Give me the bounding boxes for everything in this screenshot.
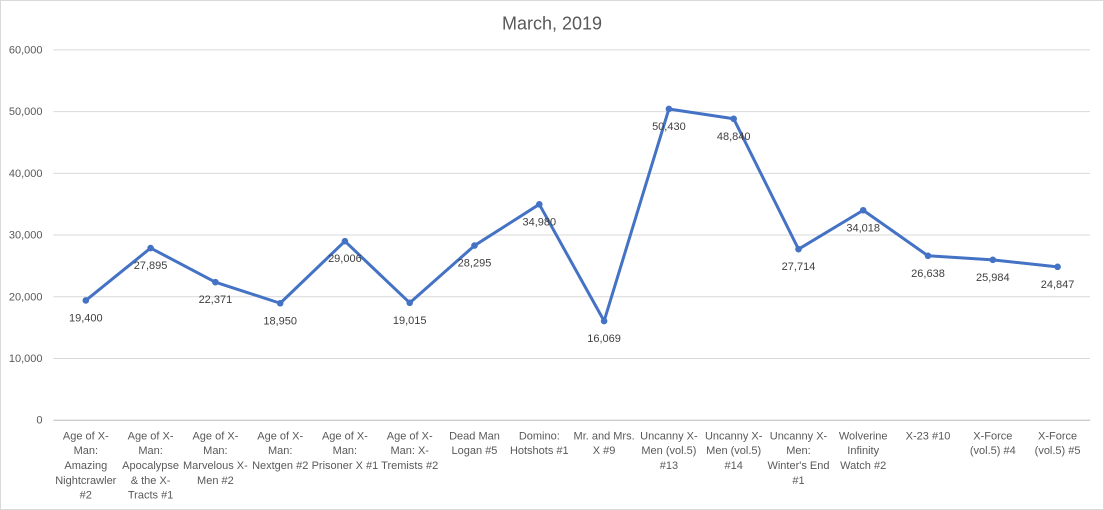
svg-text:24,847: 24,847 <box>1041 279 1075 291</box>
svg-text:34,018: 34,018 <box>846 222 880 234</box>
svg-text:Uncanny X-Men:Winter's End#1: Uncanny X-Men: Winter's End #1 <box>767 430 829 486</box>
svg-text:March, 2019: March, 2019 <box>502 13 602 33</box>
svg-text:48,840: 48,840 <box>717 131 751 143</box>
svg-text:16,069: 16,069 <box>587 333 621 345</box>
svg-text:X-Force(vol.5) #4: X-Force (vol.5) #4 <box>970 430 1016 457</box>
svg-text:20,000: 20,000 <box>9 291 43 303</box>
svg-text:28,295: 28,295 <box>458 258 492 270</box>
svg-text:Age of X-Man: X-Tremists #2: Age of X-Man: X-Tremists #2 <box>381 430 438 472</box>
svg-text:22,371: 22,371 <box>199 294 233 306</box>
svg-text:29,006: 29,006 <box>328 253 362 265</box>
svg-text:Mr. and Mrs.X #9: Mr. and Mrs. X #9 <box>574 430 635 457</box>
svg-text:Age of X-Man:Nextgen #2: Age of X-Man: Nextgen #2 <box>252 430 308 472</box>
svg-text:19,400: 19,400 <box>69 312 103 324</box>
svg-text:Uncanny X-Men (vol.5)#14: Uncanny X-Men (vol.5) #14 <box>705 430 763 472</box>
svg-text:Domino:Hotshots #1: Domino: Hotshots #1 <box>510 430 569 457</box>
svg-text:Age of X-Man:Prisoner X #1: Age of X-Man: Prisoner X #1 <box>312 430 379 472</box>
svg-text:50,430: 50,430 <box>652 121 686 133</box>
svg-text:40,000: 40,000 <box>9 168 43 180</box>
svg-text:27,895: 27,895 <box>134 260 168 272</box>
svg-text:0: 0 <box>36 415 42 427</box>
svg-text:30,000: 30,000 <box>9 230 43 242</box>
svg-text:10,000: 10,000 <box>9 353 43 365</box>
svg-text:Age of X-Man:Marvelous X-Men #: Age of X-Man: Marvelous X-Men #2 <box>183 430 248 486</box>
svg-text:27,714: 27,714 <box>782 261 816 273</box>
svg-text:60,000: 60,000 <box>9 44 43 56</box>
svg-text:34,980: 34,980 <box>522 216 556 228</box>
svg-text:18,950: 18,950 <box>263 315 297 327</box>
svg-text:50,000: 50,000 <box>9 106 43 118</box>
svg-text:Uncanny X-Men (vol.5)#13: Uncanny X-Men (vol.5) #13 <box>640 430 698 472</box>
svg-text:25,984: 25,984 <box>976 272 1010 284</box>
svg-text:X-23 #10: X-23 #10 <box>906 430 951 442</box>
svg-text:19,015: 19,015 <box>393 315 427 327</box>
svg-text:26,638: 26,638 <box>911 268 945 280</box>
svg-text:X-Force(vol.5) #5: X-Force (vol.5) #5 <box>1035 430 1081 457</box>
svg-text:Age of X-Man:Apocalypse& the X: Age of X-Man: Apocalypse & the X-Tracts #1 <box>122 430 179 501</box>
